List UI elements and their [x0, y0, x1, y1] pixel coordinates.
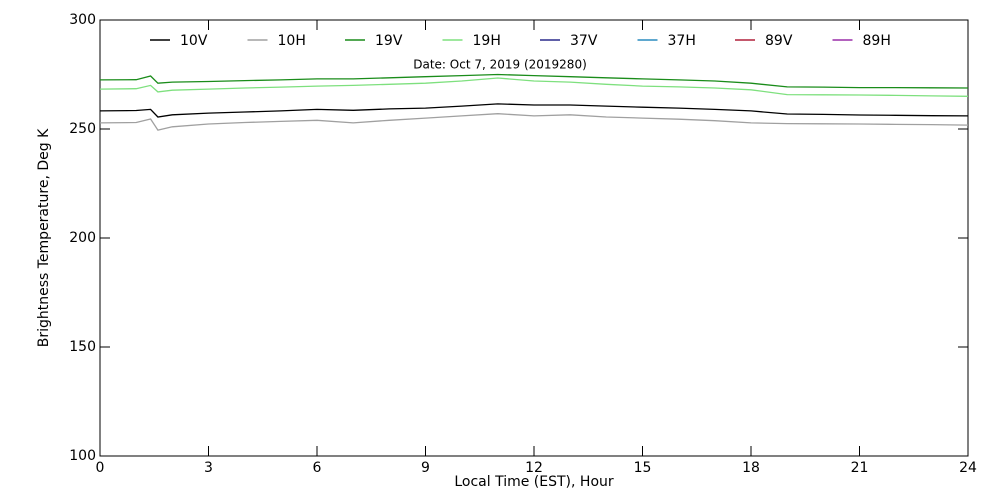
legend-label: 37V — [570, 33, 598, 49]
legend-label: 19H — [473, 33, 501, 49]
y-tick-label: 250 — [69, 121, 96, 137]
x-tick-label: 0 — [96, 460, 105, 476]
y-axis-label: Brightness Temperature, Deg K — [36, 128, 52, 347]
y-tick-label: 100 — [69, 448, 96, 464]
series-line — [99, 113, 969, 131]
series-line — [99, 77, 969, 97]
legend-label: 10V — [180, 33, 208, 49]
legend-label: 89H — [863, 33, 891, 49]
legend-label: 19V — [375, 33, 403, 49]
x-tick-label: 21 — [851, 460, 869, 476]
annotation: Date: Oct 7, 2019 (2019280) — [413, 58, 587, 72]
x-tick-label: 24 — [959, 460, 977, 476]
y-tick-label: 300 — [69, 12, 96, 28]
y-tick-label: 200 — [69, 230, 96, 246]
x-tick-label: 15 — [634, 460, 652, 476]
legend-label: 37H — [668, 33, 696, 49]
x-tick-label: 9 — [421, 460, 430, 476]
legend-label: 10H — [278, 33, 306, 49]
x-tick-label: 12 — [525, 460, 543, 476]
x-axis-label: Local Time (EST), Hour — [454, 474, 614, 490]
plot-frame — [99, 19, 969, 457]
series-line — [99, 103, 969, 118]
series-line — [99, 73, 969, 89]
y-tick-label: 150 — [69, 339, 96, 355]
legend-label: 89V — [765, 33, 793, 49]
x-tick-label: 6 — [313, 460, 322, 476]
x-tick-label: 18 — [742, 460, 760, 476]
x-tick-label: 3 — [204, 460, 213, 476]
